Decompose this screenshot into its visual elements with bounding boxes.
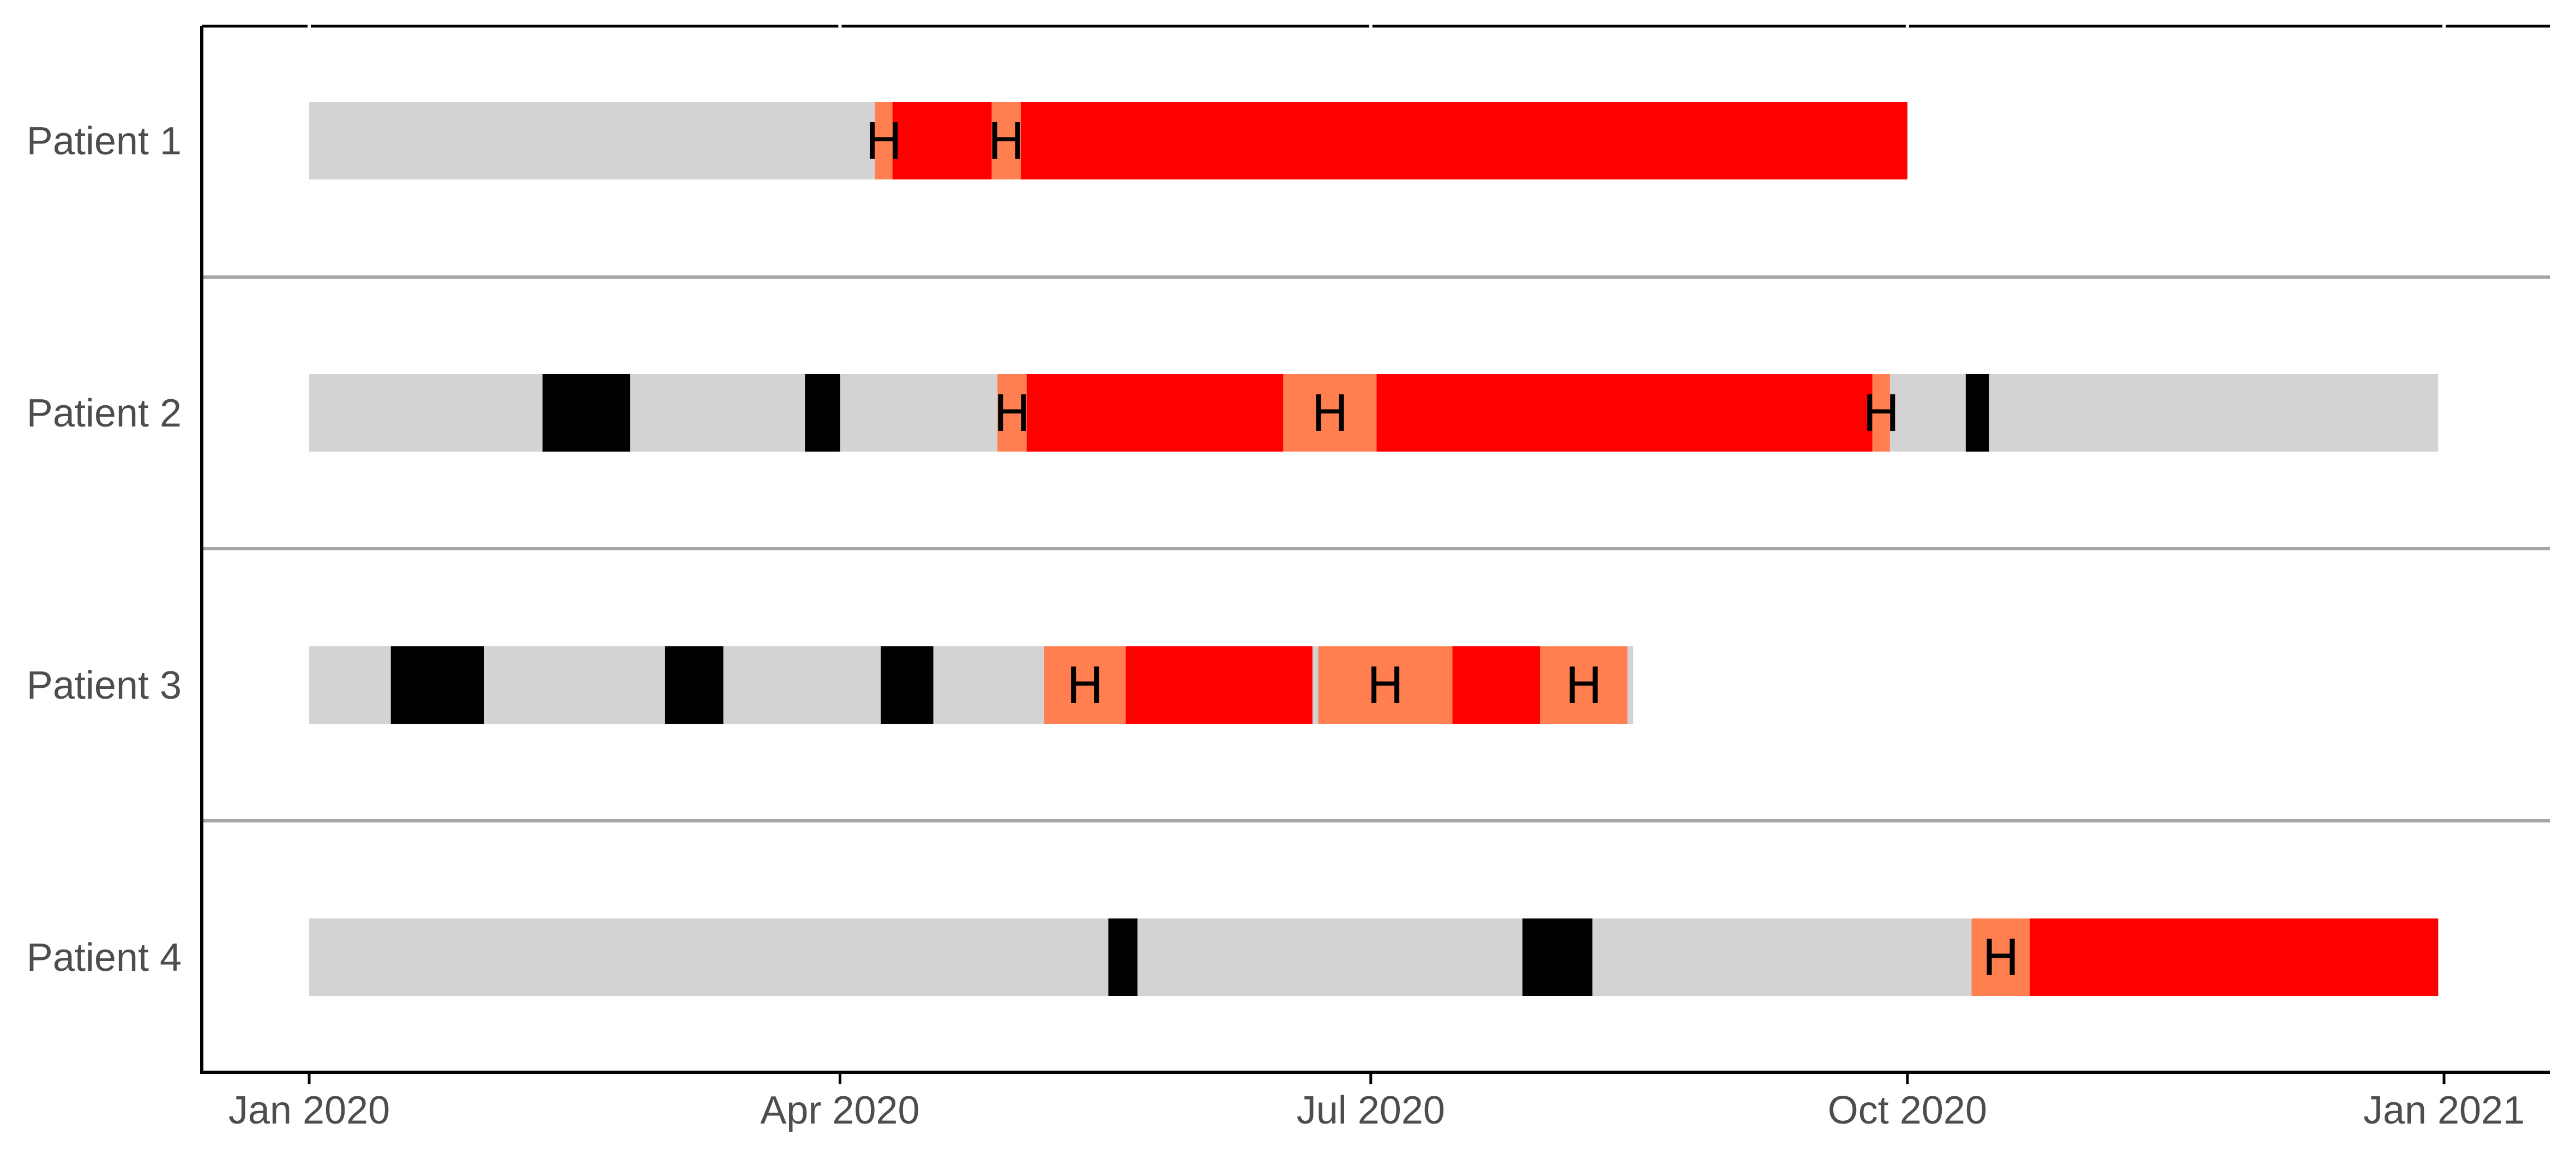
timeline-segment-red-segment	[1026, 374, 1284, 452]
timeline-segment-black-segment	[665, 646, 724, 724]
timeline-segment-coral-segment	[1283, 374, 1377, 452]
timeline-segment-coral-segment	[1318, 646, 1453, 724]
patient-label: Patient 2	[27, 392, 182, 435]
timeline-segment-red-segment	[1452, 646, 1540, 724]
x-tick-label: Apr 2020	[760, 1089, 919, 1132]
timeline-segment-timeline	[309, 102, 875, 179]
axes-layer	[200, 25, 2550, 1084]
h-marker-label: H	[1367, 657, 1404, 715]
x-tick-label: Oct 2020	[1828, 1089, 1987, 1132]
timeline-segment-red-segment	[892, 102, 992, 179]
timeline-segment-coral-segment	[1044, 646, 1126, 724]
rows-layer	[202, 275, 2550, 822]
h-marker-label: H	[988, 112, 1025, 171]
h-marker-label: H	[1565, 657, 1603, 715]
timeline-segment-black-segment	[805, 374, 840, 452]
timeline-segment-red-segment	[2030, 918, 2439, 996]
h-marker-label: H	[993, 385, 1031, 443]
h-marker-label: H	[1066, 657, 1104, 715]
patient-label: Patient 4	[27, 936, 182, 980]
timeline-segment-coral-segment	[997, 374, 1027, 452]
timeline-segment-black-segment	[881, 646, 934, 724]
x-tick-label: Jan 2020	[228, 1089, 390, 1132]
timeline-segment-coral-segment	[991, 102, 1021, 179]
timeline-segment-red-segment	[1126, 646, 1313, 724]
timeline-segment-black-segment	[542, 374, 630, 452]
timeline-segment-coral-segment	[1971, 918, 2030, 996]
h-marker-label: H	[865, 112, 902, 171]
h-marker-label: H	[1311, 385, 1349, 443]
timeline-segment-black-segment	[1108, 918, 1137, 996]
patient-label: Patient 1	[27, 119, 182, 163]
x-tick-label: Jan 2021	[2363, 1089, 2525, 1132]
timeline-segment-black-segment	[1522, 918, 1593, 996]
h-marker-label: H	[1982, 929, 2019, 987]
x-tick-label: Jul 2020	[1297, 1089, 1445, 1132]
patient-label: Patient 3	[27, 664, 182, 707]
labels-layer: H H Patient 1 H H H Patient 2 H H H Patient 3 H Pati…	[27, 112, 2525, 1132]
timeline-segment-red-segment	[1021, 102, 1907, 179]
timeline-segment-coral-segment	[1872, 374, 1890, 452]
timeline-segment-coral-segment	[1540, 646, 1628, 724]
segments-layer	[309, 102, 2439, 996]
timeline-segment-black-segment	[1965, 374, 1989, 452]
timeline-segment-red-segment	[1376, 374, 1873, 452]
h-marker-label: H	[1862, 385, 1900, 443]
timeline-segment-coral-segment	[875, 102, 893, 179]
timeline-segment-black-segment	[390, 646, 484, 724]
